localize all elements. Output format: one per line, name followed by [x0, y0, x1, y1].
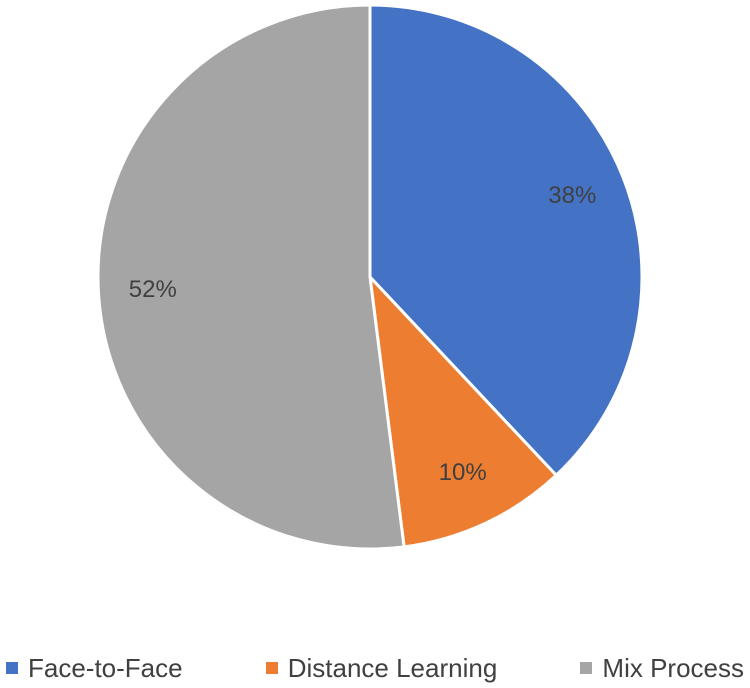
legend-item: Face-to-Face	[6, 653, 183, 684]
legend-swatch	[6, 662, 18, 674]
data-label: 52%	[129, 276, 177, 303]
pie-area: 38% 10% 52%	[96, 3, 644, 551]
legend-swatch	[580, 662, 593, 674]
legend-item: Distance Learning	[265, 652, 498, 684]
pie-slice	[367, 272, 559, 549]
legend-label: Face-to-Face	[28, 652, 183, 683]
legend-label: Distance Learning	[287, 652, 498, 683]
legend-item: Mix Process	[580, 653, 744, 684]
pie-slice	[368, 3, 644, 478]
legend-label: Mix Process	[602, 652, 744, 683]
data-label: 38%	[548, 182, 596, 209]
legend-swatch	[265, 662, 278, 674]
data-label: 10%	[439, 459, 487, 486]
legend: Face-to-Face Distance Learning Mix Process	[0, 648, 750, 688]
pie-slice	[96, 3, 406, 551]
